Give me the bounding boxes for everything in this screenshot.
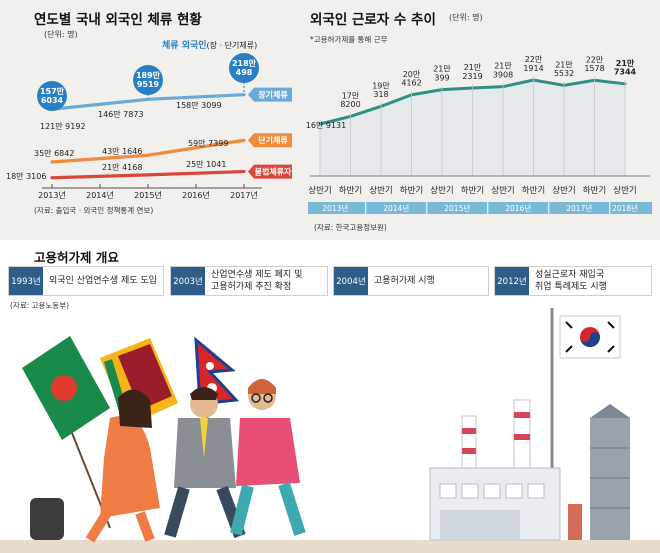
data-label: 21만 3908 (493, 62, 513, 80)
left-chart-svg: 2013년 2014년 2015년 2016년 2017년 장기체류 121만 9192 14… (6, 53, 292, 200)
left-chart-panel (0, 0, 300, 240)
data-label: 21만 2319 (462, 63, 482, 81)
year-group-label: 2014년 (383, 203, 409, 213)
timeline-item: 2012년 성실근로자 재입국 취업 특례제도 시행 (494, 266, 652, 296)
timeline-item: 2003년 산업연수생 제도 폐지 및 고용허가제 추진 확정 (170, 266, 328, 296)
man-suit-figure (164, 387, 246, 539)
timeline-text: 산업연수생 제도 폐지 및 고용허가제 추진 확정 (211, 270, 303, 292)
left-chart-source: (자료: 출입국 · 외국인 정책통계 연보) (34, 206, 154, 215)
data-label: 35만 6842 (34, 149, 74, 158)
data-label: 43만 1646 (102, 147, 142, 156)
x-tick-label: 하반기 (339, 185, 362, 196)
x-tick-label: 상반기 (430, 185, 453, 196)
x-tick-label: 상반기 (552, 185, 575, 196)
data-label: 17만 8200 (340, 91, 360, 109)
timeline-year: 2012년 (495, 267, 529, 295)
year-band (308, 202, 652, 214)
data-label: 16만 9131 (306, 121, 346, 130)
right-chart-title: 외국인 근로자 수 추이 (310, 12, 436, 28)
right-chart-svg: 16만 9131 17만 8200 19만 318 20만 4162 21만 399 21만 231… (306, 55, 652, 214)
x-tick-label: 상반기 (308, 185, 331, 196)
x-tick-label: 하반기 (583, 185, 606, 196)
total-bubble-label: 157만 6034 (40, 86, 65, 105)
series-tag-장기체류: 장기체류 (248, 87, 292, 102)
series-tag-label: 불법체류자 (255, 167, 292, 177)
series-tag-불법체류자: 불법체류자 (248, 164, 292, 179)
timeline-year: 2004년 (334, 267, 368, 295)
timeline-text: 성실근로자 재입국 취업 특례제도 시행 (535, 270, 607, 292)
year-group-label: 2016년 (505, 203, 531, 213)
x-tick-label: 상반기 (613, 185, 636, 196)
x-tick-label: 2013년 (38, 190, 66, 200)
data-label: 19만 318 (372, 81, 390, 99)
timeline-text: 외국인 산업연수생 제도 도입 (49, 276, 157, 286)
series-tag-bg (248, 164, 292, 179)
series-tag-bg (248, 133, 292, 148)
timeline-text: 고용허가제 시행 (374, 276, 435, 286)
x-tick-label: 2015년 (134, 190, 162, 200)
left-legend-note: 체류 외국인(장 · 단기체류) (162, 38, 257, 51)
series-tag-label: 단기체류 (258, 135, 288, 145)
x-tick-label: 2016년 (182, 190, 210, 200)
illustration (0, 308, 660, 553)
data-label: 25만 1041 (186, 160, 226, 169)
bangladesh-flag-icon (22, 336, 111, 529)
data-label: 21만 5532 (554, 60, 574, 78)
year-group-label: 2013년 (322, 203, 348, 213)
series-line-단기체류 (50, 138, 246, 164)
series-tag-label: 장기체류 (258, 90, 288, 100)
x-tick-label: 하반기 (461, 185, 484, 196)
year-group-label: 2017년 (566, 203, 592, 213)
data-label: 121만 9192 (40, 122, 86, 131)
data-label: 22만 1578 (584, 55, 604, 73)
data-label: 21만 399 (433, 65, 451, 83)
series-line-불법체류자 (50, 169, 246, 180)
x-tick-label: 2017년 (230, 190, 258, 200)
timeline-title: 고용허가제 개요 (34, 250, 119, 265)
factory-illustration (429, 399, 630, 541)
x-tick-label: 상반기 (491, 185, 514, 196)
year-group-label: 2018년 (612, 203, 638, 213)
timeline-year: 1993년 (9, 267, 43, 295)
total-bubble (133, 65, 163, 95)
x-tick-label: 하반기 (522, 185, 545, 196)
data-label: 59만 7399 (188, 139, 228, 148)
right-chart-source: (자료: 한국고용정보원) (314, 223, 387, 232)
total-bubble (37, 81, 67, 111)
total-bubble-label: 189만 9519 (136, 70, 161, 89)
year-group-label: 2015년 (444, 203, 470, 213)
korea-flag-icon (550, 308, 621, 508)
data-label: 22만 1914 (523, 55, 543, 73)
series-tag-bg (248, 87, 292, 102)
x-tick-label: 상반기 (369, 185, 392, 196)
timeline-year: 2003년 (171, 267, 205, 295)
legend-total-label: 체류 외국인 (162, 41, 207, 51)
total-bubble (229, 53, 259, 83)
x-tick-label: 2014년 (86, 190, 114, 200)
right-chart-note: *고용허가제를 통해 근무 (310, 35, 388, 44)
data-label: 146만 7873 (98, 110, 144, 119)
data-label: 20만 4162 (401, 70, 421, 88)
man-pink-figure (230, 379, 306, 536)
data-label: 18만 3106 (6, 172, 46, 181)
data-label: 21만 4168 (102, 163, 142, 172)
series-tag-단기체류: 단기체류 (248, 133, 292, 148)
left-chart-title: 연도별 국내 외국인 체류 현황 (34, 12, 202, 28)
legend-total-sub: (장 · 단기체류) (206, 41, 258, 50)
timeline-source: (자료: 고용노동부) (10, 301, 70, 310)
data-label: 158만 3099 (176, 101, 222, 110)
data-label: 21만 7344 (614, 58, 637, 77)
timeline-item: 1993년 외국인 산업연수생 제도 도입 (8, 266, 164, 296)
total-bubble-label: 218만 498 (232, 58, 257, 77)
x-tick-label: 하반기 (400, 185, 423, 196)
timeline-item: 2004년 고용허가제 시행 (333, 266, 489, 296)
ground (0, 540, 660, 553)
right-chart-unit: (단위: 명) (449, 13, 483, 22)
left-chart-unit: (단위: 명) (44, 30, 78, 39)
woman-orange-figure (30, 389, 160, 543)
